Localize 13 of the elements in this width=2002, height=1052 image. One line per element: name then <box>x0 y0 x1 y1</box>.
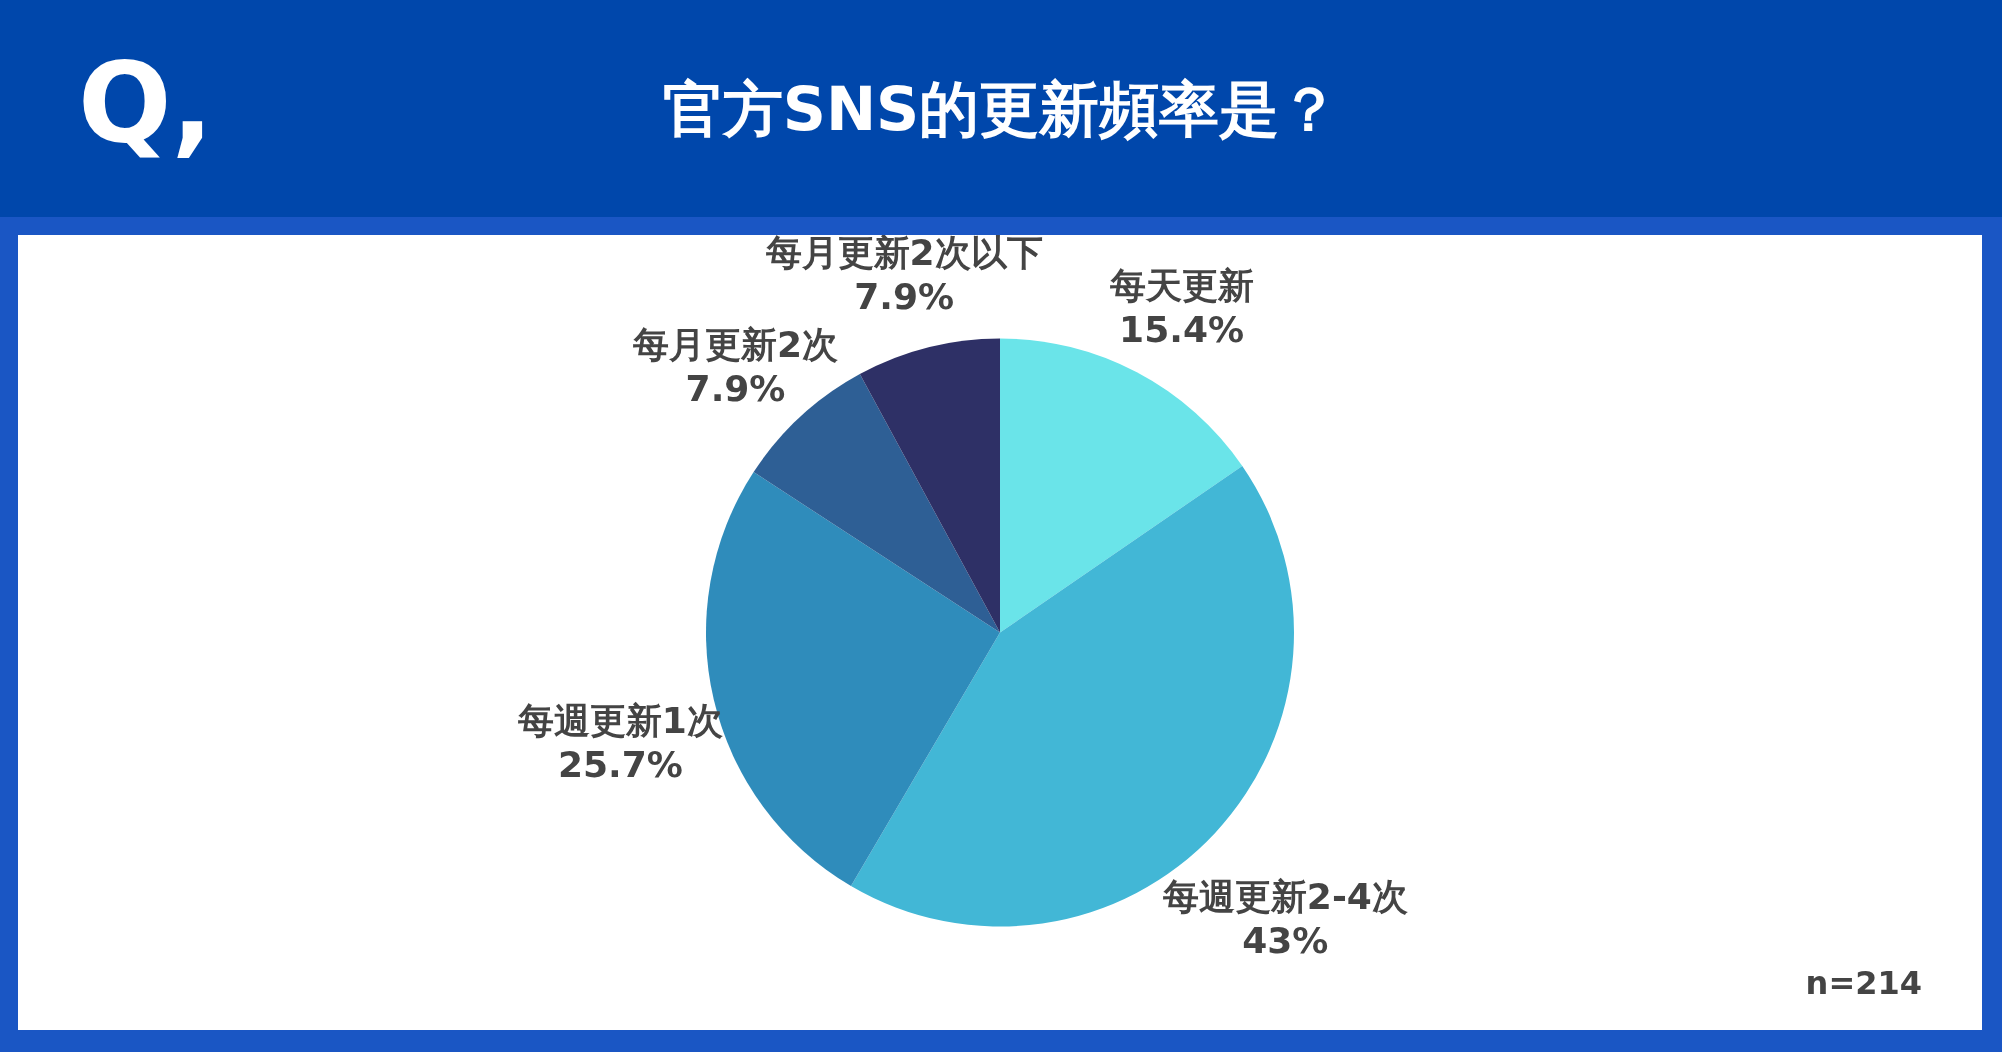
chart-title: 官方SNS的更新頻率是？ <box>662 74 1340 144</box>
text: n=214 <box>1805 964 1922 1002</box>
data-label: 15.4% <box>1119 309 1245 351</box>
text: Q, <box>78 40 214 168</box>
pie-slice <box>859 338 1000 633</box>
slice-label: 每週更新2-4次 <box>1161 876 1408 918</box>
slice-label: 每週更新1次 <box>516 699 723 741</box>
data-label: 7.9% <box>854 276 955 318</box>
slice-label: 每月更新2次 <box>631 323 839 365</box>
data-label: 43% <box>1242 920 1329 962</box>
data-label: 25.7% <box>557 743 683 785</box>
slice-label: 每天更新 <box>1108 265 1254 307</box>
data-label: 7.9% <box>685 367 786 409</box>
